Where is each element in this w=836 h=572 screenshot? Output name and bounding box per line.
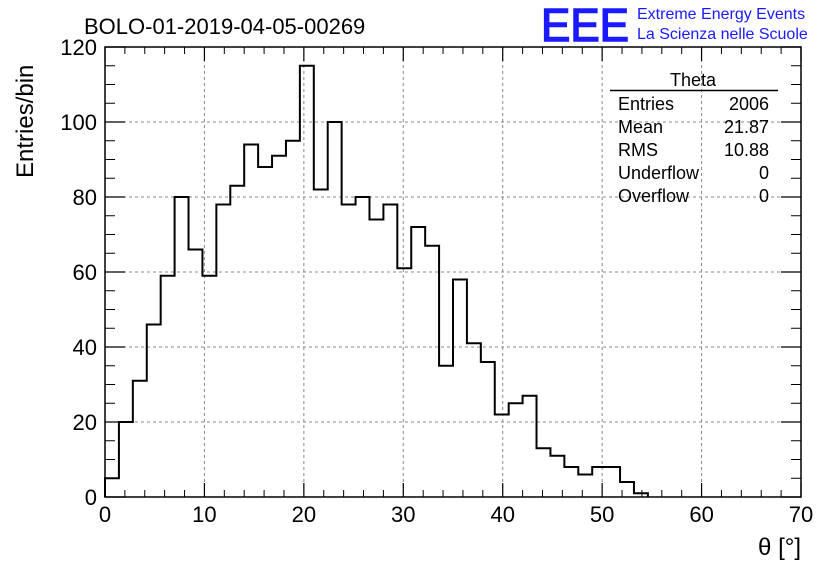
eee-logo-mark: EEE (541, 0, 629, 51)
plot-frame (104, 46, 802, 498)
x-tick-label: 10 (192, 502, 216, 527)
stats-box: Theta Entries 2006 Mean 21.87 RMS 10.88 Underf… (610, 70, 778, 206)
x-tick-label: 30 (391, 502, 415, 527)
stats-row-value: 0 (759, 163, 769, 183)
stats-row-value: 21.87 (724, 117, 769, 137)
stats-row-label: Underflow (618, 163, 700, 183)
x-tick-label: 70 (789, 502, 813, 527)
y-tick-label: 60 (73, 260, 97, 285)
y-tick-labels: 0 20 40 60 80 100 120 (60, 35, 97, 510)
y-tick-label: 120 (60, 35, 97, 60)
stats-row-value: 10.88 (724, 140, 769, 160)
y-tick-label: 20 (73, 410, 97, 435)
x-tick-label: 40 (490, 502, 514, 527)
stats-row-value: 0 (759, 186, 769, 206)
y-tick-label: 80 (73, 185, 97, 210)
stats-row-label: Mean (618, 117, 663, 137)
y-tick-label: 0 (85, 485, 97, 510)
y-axis-label: Entries/bin (12, 65, 39, 178)
x-tick-labels: 0 10 20 30 40 50 60 70 (99, 502, 813, 527)
x-tick-label: 0 (99, 502, 111, 527)
eee-logo: EEE Extreme Energy Events La Scienza nel… (540, 0, 808, 52)
x-axis-label: θ [°] (758, 534, 801, 561)
stats-box-title: Theta (670, 70, 717, 90)
stats-row-value: 2006 (729, 94, 769, 114)
stats-row-label: Overflow (618, 186, 690, 206)
logo-line-2: La Scienza nelle Scuole (637, 26, 808, 43)
x-tick-label: 20 (292, 502, 316, 527)
logo-line-1: Extreme Energy Events (637, 6, 805, 23)
stats-row-label: RMS (618, 140, 658, 160)
y-tick-label: 100 (60, 110, 97, 135)
chart-title: BOLO-01-2019-04-05-00269 (84, 14, 365, 39)
histogram-line (104, 64, 649, 497)
stats-row-label: Entries (618, 94, 674, 114)
stats-rows: Entries 2006 Mean 21.87 RMS 10.88 Underflow 0 Ov… (618, 94, 769, 206)
x-tick-label: 50 (590, 502, 614, 527)
y-tick-label: 40 (73, 335, 97, 360)
x-tick-label: 60 (689, 502, 713, 527)
grid-lines (105, 47, 801, 497)
